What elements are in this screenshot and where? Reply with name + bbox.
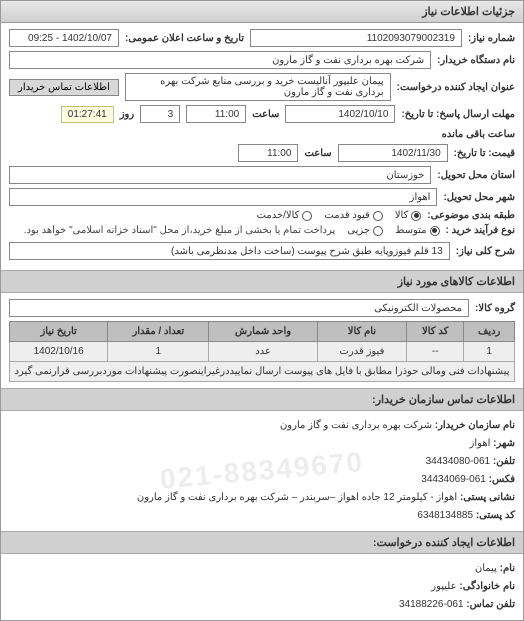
classification-group: کالا قیود قدمت کالا/خدمت [257,210,422,221]
reply-date: 1402/10/10 [285,105,395,123]
col-qty: تعداد / مقدار [108,322,209,342]
cell-code: -- [407,342,464,362]
bpostcode-value: 6348134885 [417,510,473,521]
bpostal-value: اهواز - کیلومتر 12 جاده اهواز –سربندر – … [137,492,457,503]
creator-value: پیمان علیپور آنالیست خرید و بررسی منابع … [125,73,391,101]
reply-until-label: مهلت ارسال پاسخ: تا تاریخ: [401,109,515,120]
device-label: نام دستگاه خریدار: [437,55,515,66]
rname-label: نام: [500,563,515,574]
bpostal-label: نشانی پستی: [460,492,515,503]
rfamily-value: علیپور [431,581,456,592]
col-name: نام کالا [317,322,406,342]
need-details-panel: جزئیات اطلاعات نیاز شماره نیاز: 11020930… [0,0,524,621]
bcity-value: اهواز [470,438,491,449]
creator-label: عنوان ایجاد کننده درخواست: [397,82,515,93]
req-number-value: 1102093079002319 [250,29,462,47]
day-label: روز [120,109,135,120]
btel-value: 061-34434080 [426,456,491,467]
cell-date: 1402/10/16 [10,342,108,362]
buytype-label: نوع فرآیند خرید : [446,225,515,236]
table-row[interactable]: 1 -- فیوز قدرت عدد 1 1402/10/16 [10,342,515,362]
table-desc-row: پیشنهادات فنی ومالی حوذرا مطابق با فایل … [10,362,515,382]
radio-icon [373,211,383,221]
goods-group-value: محصولات الکترونیکی [9,299,469,317]
cell-unit: عدد [209,342,318,362]
table-header-row: ردیف کد کالا نام کالا واحد شمارش تعداد /… [10,322,515,342]
remain-label: ساعت باقی مانده [442,129,515,140]
buyer-info-title: اطلاعات تماس سازمان خریدار: [1,388,523,411]
buyer-info-block: نام سازمان خریدار: شرکت بهره برداری نفت … [1,411,523,531]
goods-table: ردیف کد کالا نام کالا واحد شمارش تعداد /… [9,321,515,382]
req-number-label: شماره نیاز: [468,33,515,44]
rname-value: پیمان [475,563,497,574]
goods-section-title: اطلاعات کالاهای مورد نیاز [1,270,523,293]
price-time-label: ساعت [304,148,331,159]
need-title-label: شرح کلی نیاز: [456,246,515,257]
countdown: 01:27:41 [61,106,114,123]
reply-time: 11:00 [186,105,246,123]
buyer-contact-button[interactable]: اطلاعات تماس خریدار [9,79,119,96]
cell-qty: 1 [108,342,209,362]
desc-cell: پیشنهادات فنی ومالی حوذرا مطابق با فایل … [10,362,515,382]
days-left: 3 [140,105,180,123]
class-opt-0[interactable]: کالا [395,210,422,221]
rtel-label: تلفن تماس: [466,599,515,610]
goods-section: گروه کالا: محصولات الکترونیکی ردیف کد کا… [1,293,523,388]
rtel-value: 061-34188226 [399,599,464,610]
bcity-label: شهر: [493,438,515,449]
header-section: شماره نیاز: 1102093079002319 تاریخ و ساع… [1,23,523,270]
buytype-group: متوسط جزیی [347,225,439,236]
buytype-opt-1[interactable]: جزیی [347,225,383,236]
col-unit: واحد شمارش [209,322,318,342]
requester-info-block: نام: پیمان نام خانوادگی: علیپور تلفن تما… [1,554,523,620]
org-label: نام سازمان خریدار: [435,420,515,431]
radio-icon [430,226,440,236]
btel-label: تلفن: [493,456,515,467]
col-code: کد کالا [407,322,464,342]
bpostcode-label: کد پستی: [476,510,515,521]
cell-name: فیوز قدرت [317,342,406,362]
price-date: 1402/11/30 [338,144,448,162]
bfax-label: فکس: [489,474,515,485]
radio-icon [373,226,383,236]
buytype-opt-0[interactable]: متوسط [395,225,439,236]
col-index: ردیف [464,322,515,342]
radio-icon [302,211,312,221]
bfax-value: 061-34434069 [421,474,486,485]
org-value: شرکت بهره برداری نفت و گاز مارون [280,420,432,431]
class-opt-2[interactable]: کالا/خدمت [257,210,313,221]
rfamily-label: نام خانوادگی: [459,581,515,592]
province-value: خوزستان [9,166,431,184]
need-title-value: 13 قلم فیوزوپایه طبق شرح پیوست (ساخت داخ… [9,242,450,260]
announce-value: 1402/10/07 - 09:25 [9,29,119,47]
device-value: شرکت بهره برداری نفت و گاز مارون [9,51,431,69]
price-until-label: قیمت: تا تاریخ: [454,148,515,159]
announce-label: تاریخ و ساعت اعلان عمومی: [125,33,244,44]
requester-info-title: اطلاعات ایجاد کننده درخواست: [1,531,523,554]
city-value: اهواز [9,188,437,206]
cell-index: 1 [464,342,515,362]
reply-time-label: ساعت [252,109,279,120]
class-opt-1[interactable]: قیود قدمت [324,210,382,221]
col-date: تاریخ نیاز [10,322,108,342]
goods-group-label: گروه کالا: [475,303,515,314]
price-time: 11:00 [238,144,298,162]
panel-title: جزئیات اطلاعات نیاز [1,1,523,23]
buytype-note: پرداخت تمام یا بخشی از مبلغ خرید،از محل … [24,225,336,236]
city-label: شهر محل تحویل: [443,192,515,203]
radio-icon [411,211,421,221]
province-label: استان محل تحویل: [437,170,515,181]
classification-label: طبقه بندی موضوعی: [427,210,515,221]
